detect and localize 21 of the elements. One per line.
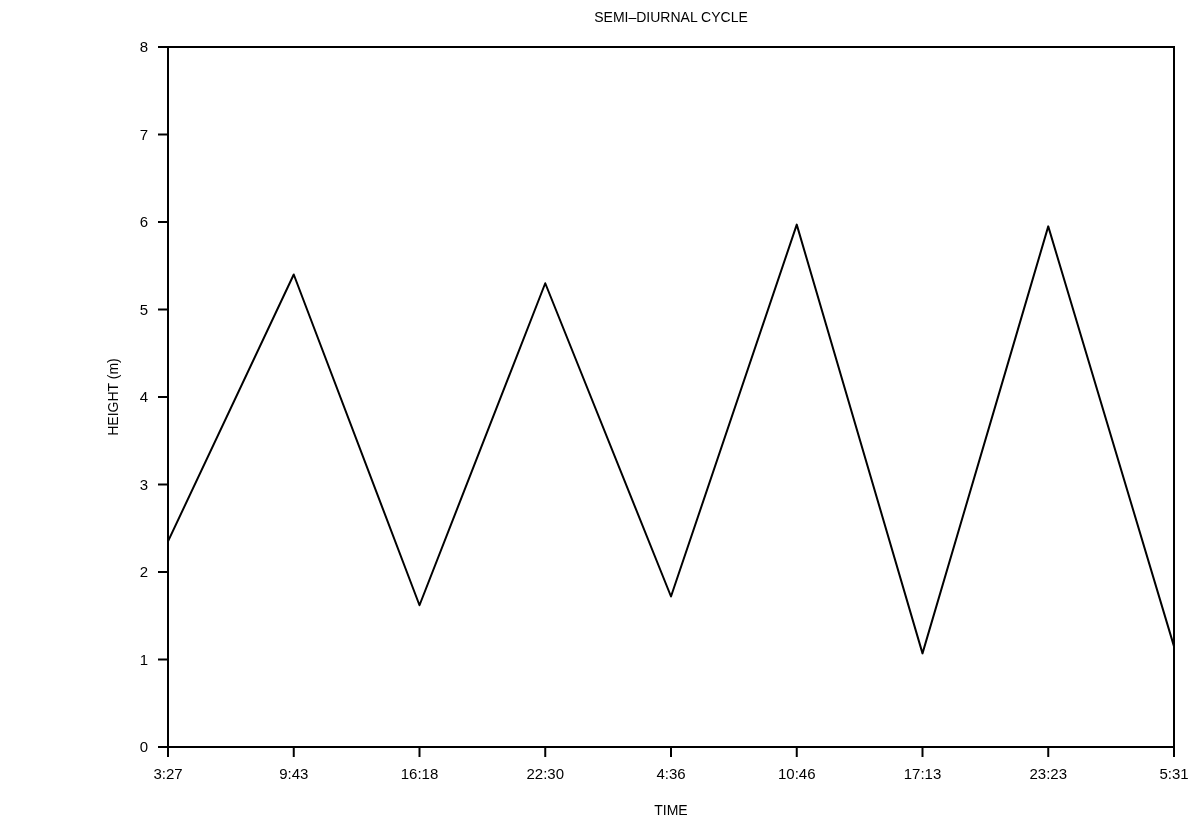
y-tick-label: 8 xyxy=(139,38,148,56)
x-tick-label: 5:31 xyxy=(1159,765,1189,782)
y-tick-label: 3 xyxy=(139,475,148,493)
x-tick-label: 3:27 xyxy=(153,765,183,782)
y-tick-label: 4 xyxy=(139,388,148,406)
chart-title: SEMI–DIURNAL CYCLE xyxy=(594,9,748,25)
y-tick-label: 6 xyxy=(139,213,148,231)
x-tick-label: 17:13 xyxy=(903,765,942,782)
y-tick-label: 1 xyxy=(139,650,148,668)
x-tick-label: 16:18 xyxy=(400,765,439,782)
x-axis-title: TIME xyxy=(654,802,688,818)
x-tick-label: 9:43 xyxy=(279,765,309,782)
y-tick-label: 0 xyxy=(139,738,148,756)
x-tick-label: 10:46 xyxy=(777,765,816,782)
x-tick-label: 4:36 xyxy=(656,765,686,782)
x-tick-label: 22:30 xyxy=(526,765,565,782)
y-tick-label: 5 xyxy=(139,300,148,318)
y-axis-title: HEIGHT (m) xyxy=(105,358,121,436)
y-tick-label: 7 xyxy=(139,125,148,143)
x-tick-label: 23:23 xyxy=(1029,765,1068,782)
y-tick-label: 2 xyxy=(139,563,148,581)
